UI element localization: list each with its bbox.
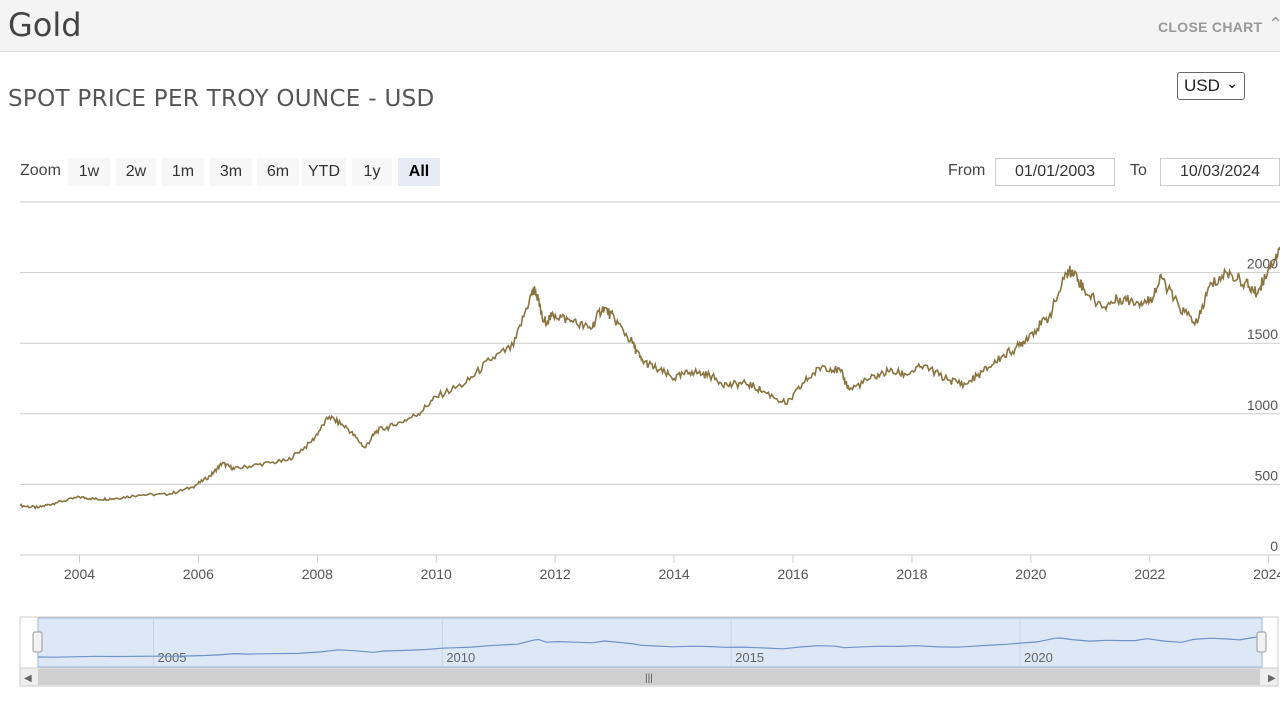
chart-header: Gold CLOSE CHART ⌃ [0, 0, 1280, 52]
scroll-right-arrow-icon[interactable]: ▶ [1268, 673, 1276, 684]
from-date-input[interactable]: 01/01/2003 [995, 158, 1115, 186]
to-label: To [1130, 162, 1147, 179]
to-date-input[interactable]: 10/03/2024 [1160, 158, 1280, 186]
chevron-down-icon: ⌄ [1226, 75, 1238, 91]
navigator-tick-label: 2005 [158, 650, 187, 665]
x-tick-label: 2014 [659, 566, 690, 582]
zoom-6m-button[interactable]: 6m [257, 158, 299, 186]
navigator-tick-label: 2015 [735, 650, 764, 665]
navigator-left-handle[interactable] [32, 631, 43, 653]
navigator-tick-label: 2020 [1024, 650, 1053, 665]
chart-subtitle: SPOT PRICE PER TROY OUNCE - USD [8, 86, 435, 112]
scrollbar-thumb[interactable] [38, 669, 1260, 685]
y-tick-label: 1000 [1247, 397, 1278, 413]
zoom-ytd-button[interactable]: YTD [302, 158, 346, 186]
zoom-2w-button[interactable]: 2w [116, 158, 156, 186]
navigator-series-line [37, 635, 1263, 658]
zoom-1y-button[interactable]: 1y [352, 158, 392, 186]
x-tick-label: 2024 [1253, 566, 1280, 582]
navigator-tick-label: 2010 [446, 650, 475, 665]
zoom-1m-button[interactable]: 1m [162, 158, 204, 186]
currency-select[interactable]: USD ⌄ [1177, 72, 1245, 100]
x-tick-label: 2006 [183, 566, 214, 582]
navigator-axis: 2005 2010 2015 2020 [153, 618, 1053, 667]
zoom-label: Zoom [20, 162, 61, 179]
x-tick-label: 2008 [302, 566, 333, 582]
y-tick-label: 0 [1270, 538, 1278, 554]
x-tick-label: 2020 [1015, 566, 1046, 582]
scroll-left-arrow-icon[interactable]: ◀ [24, 673, 32, 684]
navigator-selected-range[interactable] [37, 617, 1263, 668]
from-label: From [948, 162, 986, 179]
currency-select-value: USD [1184, 76, 1220, 95]
x-tick-label: 2016 [777, 566, 808, 582]
grid-lines [20, 201, 1280, 556]
close-chart-button[interactable]: CLOSE CHART [1158, 19, 1263, 35]
scrollbar-grip-icon[interactable]: ||| [645, 673, 653, 684]
zoom-3m-button[interactable]: 3m [210, 158, 252, 186]
y-tick-label: 1500 [1247, 326, 1278, 342]
x-axis: 2004 2006 2008 2010 2012 2014 2016 2018 2020 2022… [64, 555, 1280, 582]
zoom-all-button[interactable]: All [398, 158, 440, 186]
navigator-right-handle[interactable] [1256, 631, 1267, 653]
y-tick-label: 500 [1255, 467, 1279, 483]
x-tick-label: 2018 [896, 566, 927, 582]
page-title: Gold [8, 6, 82, 44]
x-tick-label: 2012 [540, 566, 571, 582]
x-tick-label: 2004 [64, 566, 95, 582]
gold-price-series-line [19, 246, 1280, 510]
zoom-1w-button[interactable]: 1w [68, 158, 110, 186]
chevron-up-icon[interactable]: ⌃ [1268, 14, 1280, 34]
x-tick-label: 2010 [421, 566, 452, 582]
x-tick-label: 2022 [1134, 566, 1165, 582]
